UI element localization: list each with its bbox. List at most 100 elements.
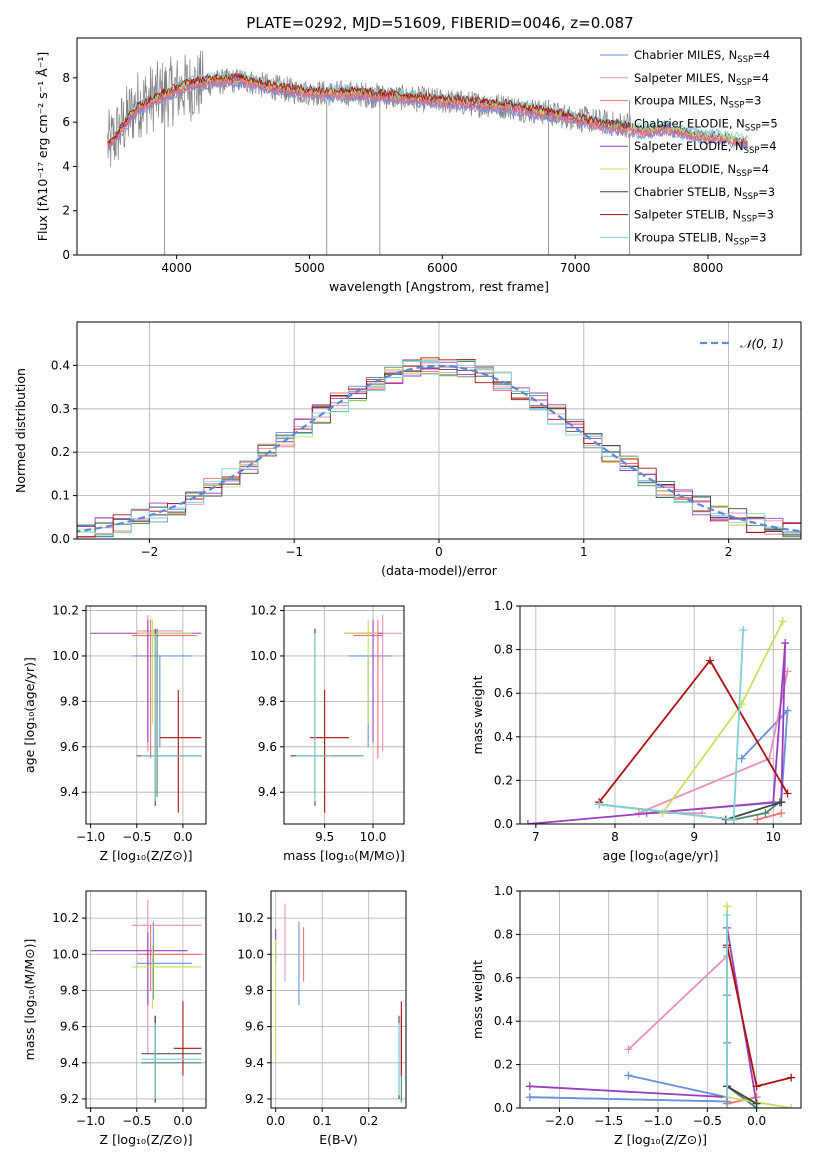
y-tick-label: 10.2 xyxy=(250,604,277,618)
legend-entry: Kroupa STELIB, NSSP=3 xyxy=(634,230,766,247)
y-tick-label: 2 xyxy=(62,204,70,218)
weight-line xyxy=(757,812,782,821)
weight-line xyxy=(726,947,758,1108)
weight-marker xyxy=(705,656,714,665)
y-tick-label: 9.4 xyxy=(245,1056,264,1070)
y-axis-label: mass weight xyxy=(470,675,485,754)
y-axis-label: age [log₁₀(age/yr)] xyxy=(22,657,37,773)
y-axis-label: mass weight xyxy=(470,960,485,1039)
y-tick-label: 0.0 xyxy=(494,1101,513,1115)
y-tick-label: 0.2 xyxy=(494,773,513,787)
x-tick-label: −0.5 xyxy=(122,830,151,844)
panel-age_vs_Z: −1.0 −0.5 0.0 9.4 9.6 9.8 10.0 10.2 Z [log₁₀(Z/Z… xyxy=(22,604,207,863)
model-spectrum-line xyxy=(107,77,748,150)
weight-marker xyxy=(624,1045,633,1054)
y-tick-label: 9.6 xyxy=(258,740,277,754)
weight-marker xyxy=(753,815,762,824)
y-tick-label: 9.8 xyxy=(258,694,277,708)
x-axis-label: Z [log₁₀(Z/Z⊙)] xyxy=(100,1132,193,1147)
y-tick-label: 9.8 xyxy=(245,983,264,997)
y-tick-label: 0.4 xyxy=(494,730,513,744)
weight-marker xyxy=(778,617,787,626)
y-tick-label: 9.4 xyxy=(60,785,79,799)
y-axis-label: mass [log₁₀(M/M⊙)] xyxy=(22,939,37,1061)
y-tick-label: 0.8 xyxy=(494,643,513,657)
x-axis-label: (data-model)/error xyxy=(381,563,498,578)
weight-marker xyxy=(723,902,732,911)
y-tick-label: 9.2 xyxy=(60,1092,79,1106)
panel-mass_vs_EBV: 0.0 0.1 0.2 9.2 9.4 9.6 9.8 10.0 10.2 E(B-V) xyxy=(237,890,407,1147)
x-tick-label: 9.5 xyxy=(315,830,334,844)
y-tick-label: 6 xyxy=(62,115,70,129)
y-tick-label: 0 xyxy=(62,248,70,262)
y-tick-label: 0.4 xyxy=(51,358,70,372)
y-tick-label: 10.0 xyxy=(250,649,277,663)
y-tick-label: 10.2 xyxy=(52,911,79,925)
x-axis-label: E(B-V) xyxy=(319,1132,358,1147)
y-tick-label: 1.0 xyxy=(494,599,513,613)
weight-line xyxy=(529,1096,728,1103)
weight-marker xyxy=(777,809,786,818)
weight-marker xyxy=(787,1073,796,1082)
y-axis-label: Flux [fλ10⁻¹⁷ erg cm⁻² s⁻¹ Å⁻¹] xyxy=(35,52,50,241)
weight-marker xyxy=(658,809,667,818)
weight-marker xyxy=(787,1104,796,1108)
x-axis-label: mass [log₁₀(M/M⊙)] xyxy=(283,848,405,863)
plot-area xyxy=(90,900,202,1103)
weight-marker xyxy=(761,809,770,818)
x-tick-label: 0.1 xyxy=(313,1114,332,1128)
plot-area xyxy=(290,615,403,813)
plot-area xyxy=(525,902,796,1108)
x-tick-label: 0.0 xyxy=(173,830,192,844)
x-tick-label: 0.0 xyxy=(173,1114,192,1128)
panel-weight_vs_age: 7 8 9 10 0.0 0.2 0.4 0.6 0.8 1.0 age [log₁₀(age/yr… xyxy=(470,599,802,863)
legend-entry: Chabrier MILES, NSSP=4 xyxy=(634,48,770,65)
panel-mass_vs_Z: −1.0 −0.5 0.0 9.2 9.4 9.6 9.8 10.0 10.2 Z [log₁₀(… xyxy=(22,890,207,1147)
legend-entry: Chabrier STELIB, NSSP=3 xyxy=(634,185,775,202)
y-tick-label: 4 xyxy=(62,159,70,173)
x-tick-label: −1.0 xyxy=(76,830,105,844)
x-tick-label: −0.5 xyxy=(122,1114,151,1128)
axes-frame xyxy=(519,605,802,825)
residual-histogram xyxy=(77,359,801,539)
weight-marker xyxy=(729,815,738,824)
y-tick-label: 9.2 xyxy=(245,1092,264,1106)
x-tick-label: −1.0 xyxy=(76,1114,105,1128)
x-tick-label: −0.5 xyxy=(693,1114,722,1128)
legend-entry: Salpeter ELODIE, NSSP=4 xyxy=(634,139,777,156)
weight-line xyxy=(599,629,745,821)
weight-line xyxy=(646,708,789,814)
model-spectrum-line xyxy=(107,79,748,152)
y-tick-label: 10.2 xyxy=(52,604,79,618)
x-tick-label: 4000 xyxy=(161,261,192,275)
weight-marker xyxy=(523,820,532,824)
plot-area xyxy=(523,617,792,824)
weight-line xyxy=(726,945,792,1088)
legend-entry: Salpeter MILES, NSSP=4 xyxy=(634,71,769,88)
x-tick-label: −1 xyxy=(285,545,303,559)
y-tick-label: 9.6 xyxy=(60,740,79,754)
weight-line xyxy=(527,643,787,824)
x-tick-label: −1.5 xyxy=(594,1114,623,1128)
weight-line xyxy=(628,995,728,1099)
weight-marker xyxy=(777,798,786,807)
weight-line xyxy=(726,906,792,1108)
axes-frame xyxy=(283,605,405,825)
x-tick-label: 8 xyxy=(611,830,619,844)
panel-age_vs_mass: 9.5 10.0 9.4 9.6 9.8 10.0 10.2 mass [log₁₀(M/M⊙… xyxy=(250,604,405,863)
weight-line xyxy=(726,1085,758,1105)
y-tick-label: 10.0 xyxy=(237,947,264,961)
y-tick-label: 10.0 xyxy=(52,947,79,961)
y-tick-label: 0.6 xyxy=(494,971,513,985)
x-tick-label: 7000 xyxy=(560,261,591,275)
x-axis-label: age [log₁₀(age/yr)] xyxy=(603,848,719,863)
plot-area xyxy=(77,357,801,539)
plot-area xyxy=(275,903,402,1103)
x-tick-label: 9 xyxy=(690,830,698,844)
axes-frame xyxy=(85,605,207,825)
y-tick-label: 9.8 xyxy=(60,983,79,997)
weight-marker xyxy=(595,800,604,809)
x-tick-label: 0.0 xyxy=(747,1114,766,1128)
y-tick-label: 9.4 xyxy=(60,1056,79,1070)
